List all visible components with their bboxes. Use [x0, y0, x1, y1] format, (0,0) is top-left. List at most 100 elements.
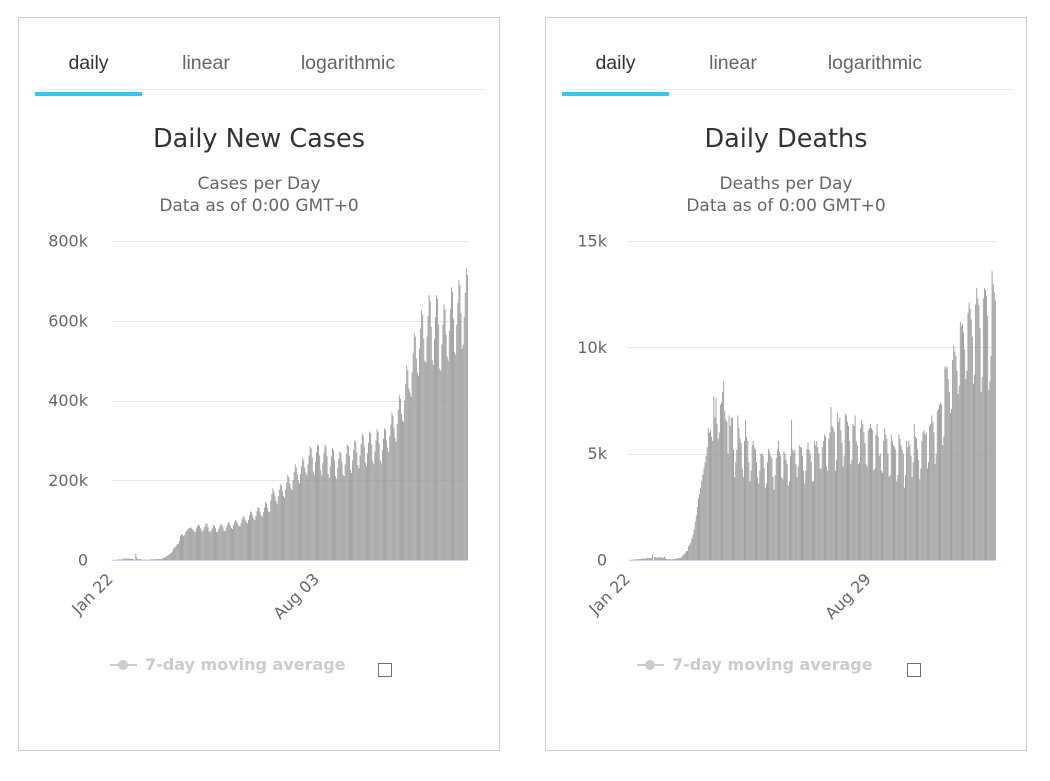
- bar: [694, 521, 696, 560]
- bar: [461, 348, 463, 560]
- bar: [661, 557, 663, 560]
- bar: [156, 559, 158, 560]
- bar: [876, 423, 878, 560]
- bar: [187, 529, 189, 560]
- bar: [895, 449, 897, 560]
- bar: [202, 531, 204, 560]
- bar: [971, 336, 973, 560]
- tab-daily[interactable]: daily: [562, 46, 669, 96]
- bar: [850, 464, 852, 560]
- bar: [767, 462, 768, 560]
- bar: [759, 470, 761, 560]
- bar: [779, 451, 780, 560]
- moving-average-checkbox[interactable]: [907, 663, 921, 677]
- bar: [231, 528, 232, 560]
- bar: [926, 468, 928, 560]
- bar: [265, 502, 266, 560]
- bar: [118, 558, 120, 560]
- moving-average-checkbox[interactable]: [378, 663, 392, 677]
- bar: [287, 475, 289, 560]
- bar: [792, 449, 794, 560]
- tab-logarithmic[interactable]: logarithmic: [270, 46, 426, 96]
- bar: [914, 436, 916, 560]
- bar: [853, 426, 855, 560]
- bar: [746, 436, 748, 560]
- bar: [903, 487, 905, 560]
- bar: [234, 522, 236, 560]
- bar: [423, 338, 425, 560]
- bar: [834, 470, 836, 560]
- bar: [190, 527, 192, 560]
- bar: [675, 558, 676, 560]
- bar: [371, 444, 373, 560]
- bar: [457, 302, 459, 560]
- bar: [185, 532, 187, 560]
- bar: [951, 409, 952, 560]
- bar: [701, 481, 703, 560]
- legend-item-moving-average[interactable]: 7-day moving average: [637, 654, 873, 676]
- bar: [212, 524, 214, 560]
- legend-item-moving-average[interactable]: 7-day moving average: [110, 654, 346, 676]
- bar: [648, 557, 650, 560]
- bar: [685, 550, 687, 560]
- bar: [730, 417, 732, 560]
- tab-daily[interactable]: daily: [35, 46, 142, 96]
- bar: [739, 438, 741, 560]
- bar: [405, 383, 407, 560]
- bar: [941, 404, 943, 560]
- tab-linear[interactable]: linear: [142, 46, 270, 96]
- bar: [646, 558, 648, 560]
- bar: [161, 558, 163, 560]
- bar: [135, 553, 137, 560]
- bar: [210, 530, 212, 560]
- bar: [300, 474, 301, 560]
- bar: [676, 558, 678, 560]
- bar: [454, 351, 456, 560]
- bar: [768, 449, 770, 560]
- bar: [955, 355, 957, 560]
- bar: [166, 556, 168, 560]
- bar: [385, 430, 386, 560]
- bar: [154, 559, 156, 560]
- bar: [418, 375, 419, 560]
- bar: [934, 464, 936, 560]
- bar: [689, 544, 691, 560]
- bar: [368, 442, 369, 560]
- bar: [798, 445, 800, 560]
- bar: [447, 360, 449, 561]
- bar: [220, 524, 222, 560]
- bar: [828, 438, 830, 560]
- bar: [725, 419, 727, 560]
- bar: [783, 451, 785, 560]
- bar: [962, 323, 963, 560]
- bar: [189, 528, 191, 560]
- bar: [753, 447, 755, 560]
- bar: [237, 523, 239, 560]
- bar: [852, 423, 854, 560]
- tab-linear[interactable]: linear: [669, 46, 797, 96]
- bar: [826, 466, 828, 560]
- bar: [821, 447, 823, 560]
- bar: [940, 402, 942, 560]
- bar: [814, 440, 816, 560]
- bar: [967, 313, 969, 560]
- bar: [261, 516, 263, 560]
- bar: [959, 321, 961, 560]
- bar: [209, 532, 211, 560]
- bar: [902, 453, 904, 560]
- bar: [637, 559, 639, 560]
- bar: [977, 298, 979, 560]
- deaths-chart-panel: 0 5k 10k 15k Jan 22 Aug 29 daily linear logar…: [545, 17, 1027, 751]
- bar: [910, 455, 912, 560]
- tab-logarithmic[interactable]: logarithmic: [797, 46, 953, 96]
- legend-line-marker-icon: [110, 654, 137, 676]
- bar: [395, 441, 397, 560]
- bar: [870, 423, 871, 560]
- bar: [246, 523, 248, 560]
- bar: [777, 440, 779, 560]
- bar: [451, 287, 452, 560]
- bar: [186, 530, 188, 560]
- bar: [985, 289, 986, 560]
- bar: [342, 474, 344, 560]
- bar: [369, 431, 371, 560]
